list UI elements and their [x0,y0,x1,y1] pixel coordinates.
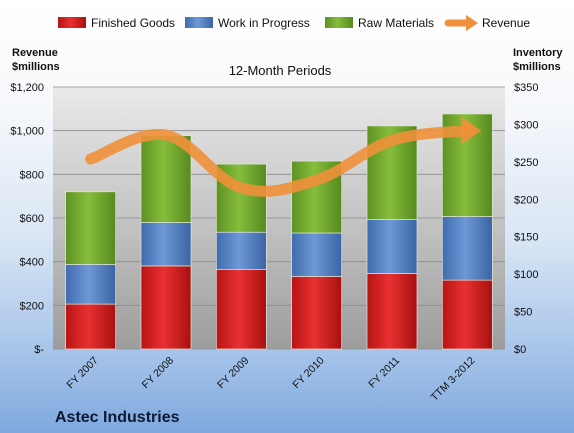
revenue-tick-label: $- [34,344,44,356]
bar-finished-goods [441,279,493,350]
bar-work-in-progress [291,232,343,277]
category-label: FY 2008 [140,355,177,392]
category-axis: FY 2007 FY 2008 FY 2009 FY 2010 FY 2011 TTM 3… [64,355,477,404]
company-name: Astec Industries [55,409,180,426]
legend-arrow-revenue-head [466,15,478,31]
bar-raw-materials [140,135,192,223]
bar-work-in-progress [215,231,267,271]
right-axis-title-line-1: Inventory [513,47,563,59]
inventory-tick-label: $200 [514,194,538,206]
revenue-line-group [85,116,482,197]
bar-work-in-progress [65,264,117,305]
inventory-tick-label: $350 [514,82,538,94]
revenue-tick-label: $200 [20,300,44,312]
category-label: FY 2009 [215,355,252,392]
bar-finished-goods [366,273,418,350]
bar-work-in-progress [441,216,493,281]
revenue-tick-label: $400 [20,257,44,269]
bar-finished-goods [215,269,267,350]
bar-finished-goods [140,265,192,350]
left-axis-title-line-1: Revenue [12,47,58,59]
revenue-axis: $- $200 $400 $600 $800 $1,000 $1,200 [10,82,44,356]
inventory-tick-label: $50 [514,307,532,319]
revenue-tick-label: $1,200 [10,82,44,94]
left-axis-title: Revenue $millions [12,47,61,73]
left-axis-title-line-2: $millions [12,61,60,73]
revenue-arrowhead [461,116,482,145]
inventory-tick-label: $250 [514,157,538,169]
inventory-tick-label: $100 [514,269,538,281]
stacked-bars [65,113,493,350]
legend-swatch-raw-materials [325,17,353,28]
legend-label-raw-materials: Raw Materials [358,16,434,30]
category-label: FY 2010 [290,355,327,392]
inventory-tick-label: $0 [514,344,526,356]
revenue-tick-label: $800 [20,169,44,181]
revenue-tick-label: $600 [20,213,44,225]
legend-label-work-in-progress: Work in Progress [218,16,310,30]
bar-finished-goods [65,303,117,350]
legend-label-finished-goods: Finished Goods [91,16,175,30]
inventory-tick-label: $300 [514,119,538,131]
bar-work-in-progress [366,219,418,274]
legend-swatch-finished-goods [58,17,86,28]
right-axis-title-line-2: $millions [513,61,561,73]
bar-raw-materials [65,191,117,265]
category-label: TTM 3-2012 [429,355,478,404]
bar-work-in-progress [140,222,192,267]
legend-label-revenue: Revenue [482,16,530,30]
category-label: FY 2007 [64,355,101,392]
bar-finished-goods [291,276,343,350]
chart-title: 12-Month Periods [229,63,332,78]
legend-swatch-work-in-progress [185,17,213,28]
category-label: FY 2011 [366,355,402,391]
inventory-axis: $0 $50 $100 $150 $200 $250 $300 $350 [514,82,538,356]
inventory-tick-label: $150 [514,232,538,244]
legend: Finished Goods Work in Progress Raw Mate… [58,15,530,31]
right-axis-title: Inventory $millions [513,47,566,73]
revenue-tick-label: $1,000 [10,126,44,138]
revenue-line [85,125,473,197]
